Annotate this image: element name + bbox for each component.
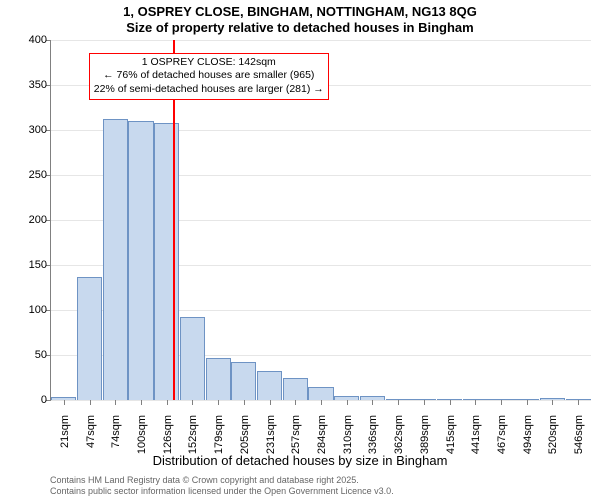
xtick-label: 231sqm	[263, 415, 277, 454]
histogram-bar	[566, 399, 591, 400]
callout-line1: 1 OSPREY CLOSE: 142sqm	[94, 56, 324, 70]
xtick-label: 389sqm	[417, 415, 431, 454]
xtick-label: 205sqm	[237, 415, 251, 454]
chart-title-line1: 1, OSPREY CLOSE, BINGHAM, NOTTINGHAM, NG…	[0, 4, 600, 19]
histogram-bar	[206, 358, 231, 400]
xtick-label: 126sqm	[160, 415, 174, 454]
xtick-mark	[347, 400, 348, 405]
xtick-mark	[475, 400, 476, 405]
xtick-label: 284sqm	[314, 415, 328, 454]
xtick-label: 47sqm	[83, 415, 97, 448]
attribution-line1: Contains HM Land Registry data © Crown c…	[50, 475, 394, 487]
xtick-label: 179sqm	[211, 415, 225, 454]
xtick-mark	[552, 400, 553, 405]
xtick-mark	[270, 400, 271, 405]
histogram-bar	[180, 317, 205, 400]
xtick-label: 74sqm	[108, 415, 122, 448]
xtick-label: 21sqm	[57, 415, 71, 448]
xtick-label: 415sqm	[443, 415, 457, 454]
gridline	[51, 40, 591, 41]
xtick-mark	[192, 400, 193, 405]
ytick-label: 400	[29, 34, 51, 46]
xtick-label: 467sqm	[494, 415, 508, 454]
xtick-label: 546sqm	[571, 415, 585, 454]
chart-title-line2: Size of property relative to detached ho…	[0, 20, 600, 35]
xtick-label: 310sqm	[340, 415, 354, 454]
histogram-bar	[334, 396, 359, 400]
callout-line2: ← 76% of detached houses are smaller (96…	[94, 69, 324, 83]
xtick-mark	[244, 400, 245, 405]
xtick-label: 257sqm	[288, 415, 302, 454]
xtick-label: 362sqm	[391, 415, 405, 454]
histogram-bar	[411, 399, 436, 400]
xtick-mark	[527, 400, 528, 405]
xtick-label: 520sqm	[545, 415, 559, 454]
xtick-mark	[90, 400, 91, 405]
histogram-bar	[514, 399, 539, 400]
xtick-mark	[141, 400, 142, 405]
xtick-mark	[64, 400, 65, 405]
ytick-label: 100	[29, 304, 51, 316]
xtick-label: 494sqm	[520, 415, 534, 454]
histogram-bar	[231, 362, 256, 400]
histogram-bar	[386, 399, 411, 400]
xtick-label: 100sqm	[134, 415, 148, 454]
ytick-label: 200	[29, 214, 51, 226]
xtick-mark	[321, 400, 322, 405]
histogram-bar	[77, 277, 102, 400]
attribution-line2: Contains public sector information licen…	[50, 486, 394, 498]
histogram-bar	[360, 396, 385, 400]
xtick-mark	[295, 400, 296, 405]
histogram-bar	[540, 398, 565, 400]
callout-line3: 22% of semi-detached houses are larger (…	[94, 83, 324, 97]
histogram-bar	[51, 397, 76, 400]
xtick-mark	[398, 400, 399, 405]
histogram-bar	[463, 399, 488, 400]
xtick-mark	[218, 400, 219, 405]
xtick-mark	[450, 400, 451, 405]
xtick-mark	[501, 400, 502, 405]
xtick-mark	[424, 400, 425, 405]
histogram-bar	[128, 121, 153, 400]
histogram-bar	[488, 399, 513, 400]
histogram-bar	[257, 371, 282, 400]
histogram-bar	[103, 119, 128, 400]
x-axis-label: Distribution of detached houses by size …	[0, 453, 600, 468]
xtick-mark	[167, 400, 168, 405]
histogram-bar	[308, 387, 333, 400]
ytick-label: 50	[35, 349, 51, 361]
xtick-label: 441sqm	[468, 415, 482, 454]
ytick-label: 250	[29, 169, 51, 181]
ytick-label: 150	[29, 259, 51, 271]
callout-box: 1 OSPREY CLOSE: 142sqm← 76% of detached …	[89, 53, 329, 100]
ytick-label: 0	[41, 394, 51, 406]
xtick-mark	[372, 400, 373, 405]
xtick-label: 152sqm	[185, 415, 199, 454]
plot-area: 05010015020025030035040021sqm47sqm74sqm1…	[50, 40, 591, 401]
ytick-label: 350	[29, 79, 51, 91]
attribution: Contains HM Land Registry data © Crown c…	[50, 475, 394, 498]
xtick-label: 336sqm	[365, 415, 379, 454]
histogram-bar	[437, 399, 462, 400]
histogram-bar	[154, 123, 179, 400]
histogram-bar	[283, 378, 308, 401]
xtick-mark	[115, 400, 116, 405]
ytick-label: 300	[29, 124, 51, 136]
xtick-mark	[578, 400, 579, 405]
